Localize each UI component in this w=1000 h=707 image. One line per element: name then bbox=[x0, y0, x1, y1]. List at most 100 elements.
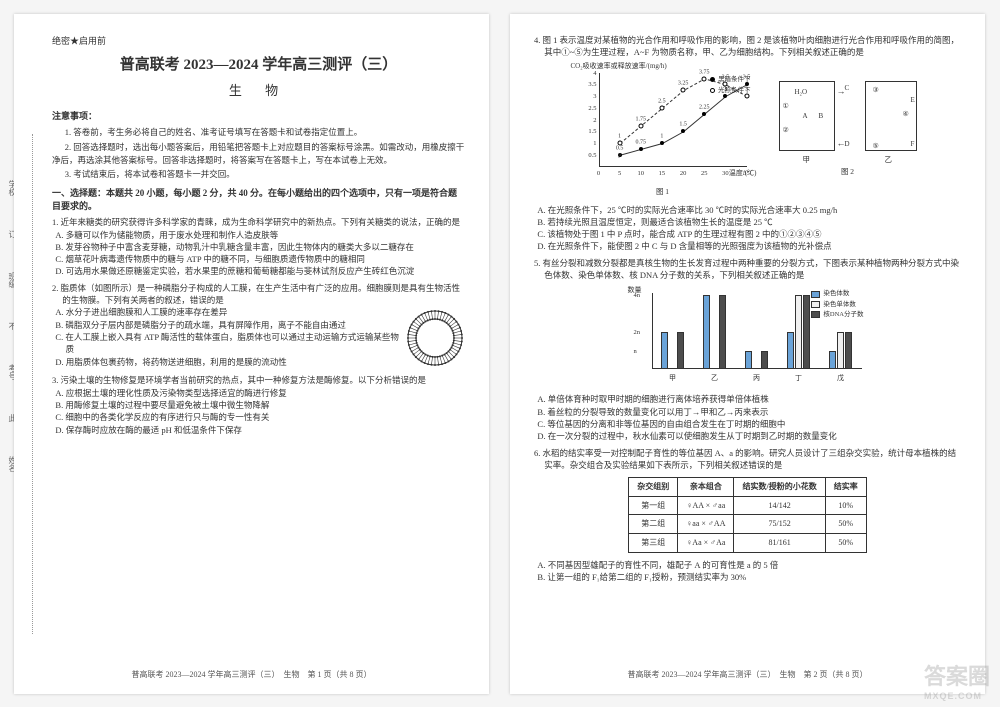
table-header: 亲本组合 bbox=[678, 478, 734, 497]
table-cell: 第一组 bbox=[629, 496, 678, 515]
q6-opt-a: A. 不同基因型雄配子的育性不同，雄配子 A 的可育性是 a 的 5 倍 bbox=[534, 559, 961, 571]
table-cell: 75/152 bbox=[734, 515, 825, 534]
figure-1-wrap: CO₂吸收速率或释放速率/(mg/h) 温度/(℃) 黑暗条件下 光照条件下 0… bbox=[573, 65, 753, 198]
bar-xtick: 乙 bbox=[711, 373, 718, 383]
q3-opt-c: C. 细胞中的各类化学反应的有序进行只与酶的专一性有关 bbox=[52, 411, 465, 423]
q5-opt-b: B. 着丝粒的分裂导致的数量变化可以用丁→甲和乙→丙来表示 bbox=[534, 406, 961, 418]
figure-2-diagram: ① ② ③ ④ ⑤ H₂O A B C D E F → ← 甲 乙 bbox=[773, 65, 923, 165]
bar bbox=[761, 351, 768, 370]
q3-opt-b: B. 用酶修复土壤的过程中要尽量避免被土壤中微生物降解 bbox=[52, 399, 465, 411]
exam-title: 普高联考 2023—2024 学年高三测评（三） bbox=[52, 53, 465, 74]
table-row: 第三组♀Aa × ♂Aa81/16150% bbox=[629, 534, 866, 553]
q2-opt-a: A. 水分子进出细胞膜和人工膜的速率存在差异 bbox=[52, 306, 465, 318]
bar-xtick: 丁 bbox=[795, 373, 802, 383]
exam-subject: 生 物 bbox=[52, 80, 465, 99]
figure-2-wrap: ① ② ③ ④ ⑤ H₂O A B C D E F → ← 甲 乙 bbox=[773, 65, 923, 198]
q4-figures: CO₂吸收速率或释放速率/(mg/h) 温度/(℃) 黑暗条件下 光照条件下 0… bbox=[534, 65, 961, 198]
q6-opt-b: B. 让第一组的 F₁给第二组的 F₁授粉，预测结实率为 30% bbox=[534, 571, 961, 583]
q1-opt-c: C. 烟草花叶病毒遗传物质中的糖与 ATP 中的糖不同，与细胞质遗传物质中的糖相… bbox=[52, 253, 465, 265]
q5-opt-c: C. 等位基因的分离和非等位基因的自由组合发生在丁时期的细胞中 bbox=[534, 418, 961, 430]
table-cell: 14/142 bbox=[734, 496, 825, 515]
question-1: 1. 近年来糖类的研究获得许多科学家的青睐，成为生命科学研究中的新热点。下列有关… bbox=[52, 216, 465, 278]
chart1-point-label: 3.75 bbox=[699, 68, 710, 77]
q5-opt-d: D. 在一次分裂的过程中，秋水仙素可以使细胞发生从丁时期到乙时期的数量变化 bbox=[534, 430, 961, 442]
bar-ytick: 4n bbox=[634, 291, 641, 300]
question-6: 6. 水稻的结实率受一对控制配子育性的等位基因 A、a 的影响。研究人员设计了三… bbox=[534, 447, 961, 584]
liposome-figure bbox=[405, 308, 465, 368]
label-n3: ③ bbox=[873, 85, 879, 95]
figure-1-caption: 图 1 bbox=[573, 187, 753, 198]
legend-swatch-2 bbox=[811, 301, 820, 308]
notice-block: 1. 答卷前，考生务必将自己的姓名、准考证号填写在答题卡和试卷指定位置上。 2.… bbox=[52, 126, 465, 181]
table-cell: 50% bbox=[825, 534, 866, 553]
q3-opt-a: A. 应根据土壤的理化性质及污染物类型选择适宜的酶进行修复 bbox=[52, 387, 465, 399]
q4-stem: 4. 图 1 表示温度对某植物的光合作用和呼吸作用的影响，图 2 是该植物叶肉细… bbox=[534, 34, 961, 59]
q5-opt-a: A. 单倍体育种时取甲时期的细胞进行离体培养获得单倍体植株 bbox=[534, 393, 961, 405]
watermark: 答案圈 MXQE.COM bbox=[924, 659, 990, 701]
bar-ytick: n bbox=[634, 347, 637, 356]
page-1: 绝密★启用前 普高联考 2023—2024 学年高三测评（三） 生 物 注意事项… bbox=[14, 14, 489, 694]
label-n1: ① bbox=[783, 101, 789, 111]
bar bbox=[795, 295, 802, 369]
arrow-icon: → bbox=[837, 85, 846, 98]
q6-stem: 6. 水稻的结实率受一对控制配子育性的等位基因 A、a 的影响。研究人员设计了三… bbox=[534, 447, 961, 472]
bar bbox=[803, 295, 810, 369]
footer-page-1: 普高联考 2023—2024 学年高三测评（三） 生物 第 1 页（共 8 页） bbox=[14, 669, 489, 680]
q1-stem: 1. 近年来糖类的研究获得许多科学家的青睐，成为生命科学研究中的新热点。下列有关… bbox=[52, 216, 465, 228]
bar bbox=[787, 332, 794, 369]
label-n2: ② bbox=[783, 125, 789, 135]
bar-xtick: 戊 bbox=[837, 373, 844, 383]
q5-stem: 5. 有丝分裂和减数分裂都是真核生物的生长发育过程中两种重要的分裂方式，下图表示… bbox=[534, 257, 961, 282]
bar bbox=[829, 351, 836, 370]
chart1-point-label: 1.75 bbox=[636, 115, 647, 124]
watermark-text: 答案圈 bbox=[924, 664, 990, 689]
q2-stem: 2. 脂质体（如图所示）是一种磷脂分子构成的人工膜，在生产生活中有广泛的应用。细… bbox=[52, 282, 465, 307]
question-4: 4. 图 1 表示温度对某植物的光合作用和呼吸作用的影响，图 2 是该植物叶肉细… bbox=[534, 34, 961, 253]
bar-legend: 染色体数 染色单体数 核DNA分子数 bbox=[811, 289, 863, 320]
table-header: 结实率 bbox=[825, 478, 866, 497]
chart1-point-label: 1 bbox=[618, 133, 621, 142]
footer-page-2: 普高联考 2023—2024 学年高三测评（三） 生物 第 2 页（共 8 页） bbox=[510, 669, 985, 680]
notice-item: 1. 答卷前，考生务必将自己的姓名、准考证号填写在答题卡和试卷指定位置上。 bbox=[52, 126, 465, 139]
q3-stem: 3. 污染土壤的生物修复是环境学者当前研究的热点，其中一种修复方法是酶修复。以下… bbox=[52, 374, 465, 386]
table-cell: 第三组 bbox=[629, 534, 678, 553]
bar bbox=[837, 332, 844, 369]
chart1-point-label: 2.5 bbox=[658, 97, 666, 106]
label-n5: ⑤ bbox=[873, 141, 879, 151]
q2-opt-b: B. 磷脂双分子层内部是磷脂分子的疏水端，具有屏障作用，离子不能自由通过 bbox=[52, 319, 465, 331]
secret-label: 绝密★启用前 bbox=[52, 34, 465, 47]
chart1-point-label: 3.25 bbox=[678, 80, 689, 89]
table-row: 第一组♀AA × ♂aa14/14210% bbox=[629, 496, 866, 515]
table-cell: 81/161 bbox=[734, 534, 825, 553]
q2-opt-d: D. 用脂质体包裹药物，将药物送进细胞，利用的是膜的流动性 bbox=[52, 356, 465, 368]
bar bbox=[677, 332, 684, 369]
question-5: 5. 有丝分裂和减数分裂都是真核生物的生长发育过程中两种重要的分裂方式，下图表示… bbox=[534, 257, 961, 443]
table-cell: 50% bbox=[825, 515, 866, 534]
table-cell: 第二组 bbox=[629, 515, 678, 534]
table-header: 杂交组别 bbox=[629, 478, 678, 497]
legend-swatch-3 bbox=[811, 311, 820, 318]
label-h2o: H₂O bbox=[795, 87, 808, 97]
table-header: 结实数/授粉的小花数 bbox=[734, 478, 825, 497]
label-F: F bbox=[911, 139, 915, 149]
label-yi: 乙 bbox=[885, 155, 893, 166]
chart1-point-label: 3.5 bbox=[722, 74, 730, 83]
label-n4: ④ bbox=[903, 109, 909, 119]
label-jia: 甲 bbox=[803, 155, 811, 166]
legend-label-3: 核DNA分子数 bbox=[823, 310, 863, 319]
question-2: 2. 脂质体（如图所示）是一种磷脂分子构成的人工膜，在生产生活中有广泛的应用。细… bbox=[52, 282, 465, 371]
bar bbox=[703, 295, 710, 369]
page-2: 4. 图 1 表示温度对某植物的光合作用和呼吸作用的影响，图 2 是该植物叶肉细… bbox=[510, 14, 985, 694]
legend-label-1: 染色体数 bbox=[823, 289, 849, 298]
bar bbox=[661, 332, 668, 369]
table-cell: 10% bbox=[825, 496, 866, 515]
arrow-icon: ← bbox=[837, 137, 846, 150]
bar bbox=[845, 332, 852, 369]
table-row: 第二组♀aa × ♂AA75/15250% bbox=[629, 515, 866, 534]
q1-opt-a: A. 多糖可以作为储能物质，用于废水处理和制作人造皮肤等 bbox=[52, 229, 465, 241]
watermark-sub: MXQE.COM bbox=[924, 691, 990, 701]
bar bbox=[719, 295, 726, 369]
notice-item: 2. 回答选择题时，选出每小题答案后，用铅笔把答题卡上对应题目的答案标号涂黑。如… bbox=[52, 141, 465, 167]
table-cell: ♀aa × ♂AA bbox=[678, 515, 734, 534]
label-B: B bbox=[819, 111, 824, 121]
